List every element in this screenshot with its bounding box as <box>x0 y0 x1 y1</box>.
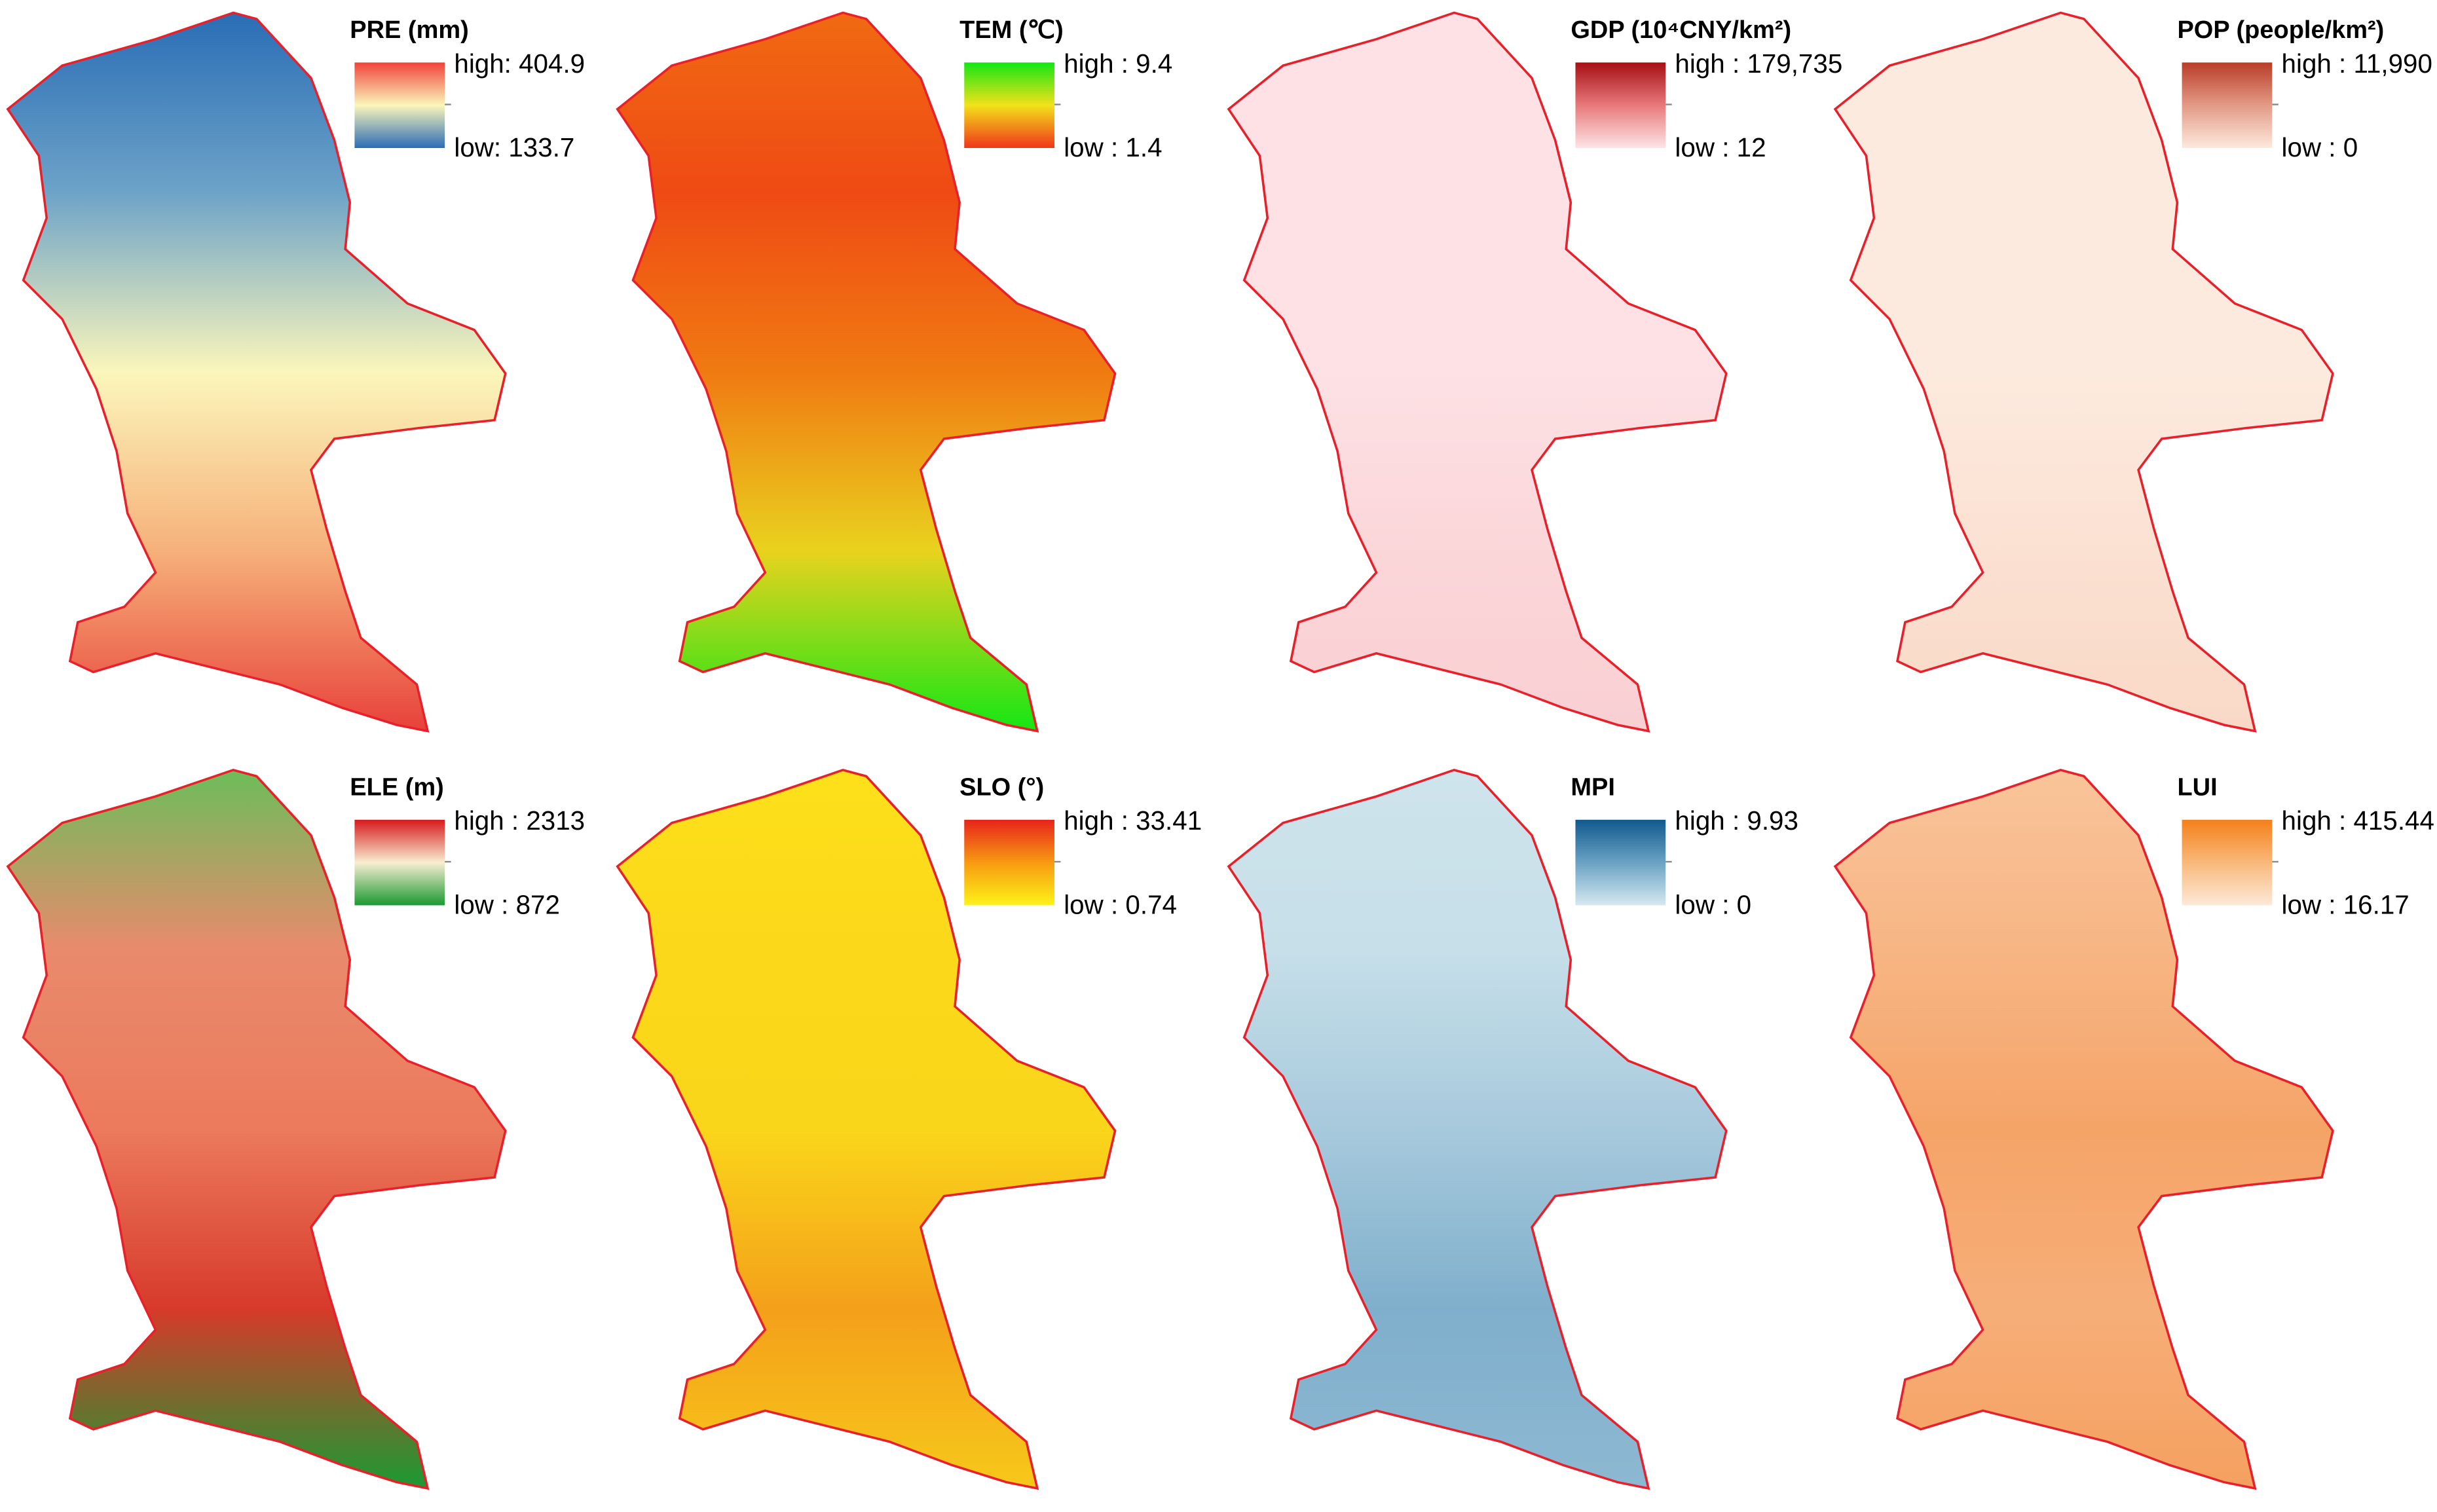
legend-ramp <box>2182 819 2273 906</box>
legend-high: high : 33.41 <box>1064 805 1202 836</box>
legend-high: high: 404.9 <box>454 48 585 79</box>
legend-low: low : 0 <box>1675 889 1751 919</box>
legend-ramp <box>354 62 445 149</box>
map-panel: POP (people/km²) high : 11,990 low : 0 <box>1833 11 2432 733</box>
legend-ramp <box>354 819 445 906</box>
region-map <box>6 11 507 733</box>
legend-high: high : 415.44 <box>2282 805 2434 836</box>
legend-title: GDP (10⁴CNY/km²) <box>1571 16 1791 44</box>
legend-title: ELE (m) <box>350 773 444 801</box>
legend-high: high : 11,990 <box>2282 48 2432 79</box>
map-panel: MPI high : 9.93 low : 0 <box>1227 769 1798 1490</box>
region-map <box>616 11 1117 733</box>
region-map <box>1833 769 2334 1490</box>
legend-high: high : 179,735 <box>1675 48 1842 79</box>
region-map <box>1227 769 1728 1490</box>
map-panel: PRE (mm) high: 404.9 low: 133.7 <box>6 11 585 733</box>
legend-low: low: 133.7 <box>454 132 574 162</box>
region-map <box>616 769 1117 1490</box>
map-panel: LUI high : 415.44 low : 16.17 <box>1833 769 2434 1490</box>
legend-high: high : 2313 <box>454 805 585 836</box>
legend-low: low : 1.4 <box>1064 132 1162 162</box>
legend-low: low : 16.17 <box>2282 889 2409 919</box>
legend-high: high : 9.93 <box>1675 805 1798 836</box>
map-panel: SLO (°) high : 33.41 low : 0.74 <box>616 769 1202 1490</box>
legend-ramp <box>964 62 1054 149</box>
legend-title: SLO (°) <box>959 773 1044 801</box>
legend-title: MPI <box>1571 773 1615 801</box>
region-map <box>6 769 507 1490</box>
legend-title: PRE (mm) <box>350 16 469 44</box>
legend-low: low : 872 <box>454 889 560 919</box>
legend-ramp <box>2182 62 2273 149</box>
legend-low: low : 0.74 <box>1064 889 1177 919</box>
legend-ramp <box>1575 819 1666 906</box>
legend-high: high : 9.4 <box>1064 48 1172 79</box>
legend-title: TEM (℃) <box>959 16 1064 44</box>
legend-ramp <box>1575 62 1666 149</box>
legend-title: POP (people/km²) <box>2177 16 2384 44</box>
region-map <box>1227 11 1728 733</box>
map-panel: ELE (m) high : 2313 low : 872 <box>6 769 585 1490</box>
legend-ramp <box>964 819 1054 906</box>
legend-low: low : 12 <box>1675 132 1766 162</box>
map-panel: TEM (℃)high : 9.4 low : 1.4 <box>616 11 1172 733</box>
legend-title: LUI <box>2177 773 2217 801</box>
map-panel: GDP (10⁴CNY/km²) high : 179,735 low : 12 <box>1227 11 1842 733</box>
region-map <box>1833 11 2334 733</box>
legend-low: low : 0 <box>2282 132 2358 162</box>
